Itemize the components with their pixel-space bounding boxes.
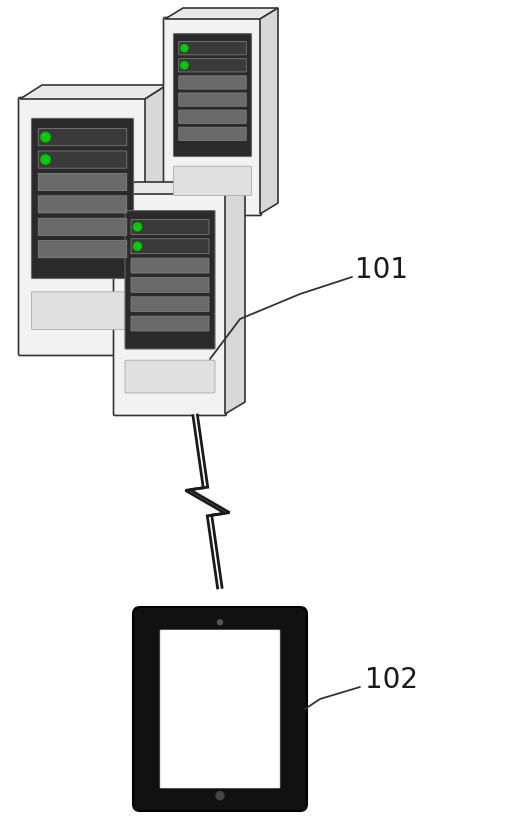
Circle shape xyxy=(41,155,50,165)
FancyBboxPatch shape xyxy=(131,278,209,293)
FancyBboxPatch shape xyxy=(38,174,127,191)
FancyBboxPatch shape xyxy=(133,607,307,811)
FancyBboxPatch shape xyxy=(31,119,133,280)
Circle shape xyxy=(133,223,141,232)
FancyBboxPatch shape xyxy=(179,128,246,141)
FancyBboxPatch shape xyxy=(131,220,209,235)
FancyBboxPatch shape xyxy=(125,361,215,394)
FancyBboxPatch shape xyxy=(31,293,133,330)
Text: 101: 101 xyxy=(355,256,408,284)
FancyBboxPatch shape xyxy=(125,212,215,350)
FancyBboxPatch shape xyxy=(131,259,209,274)
FancyBboxPatch shape xyxy=(38,219,127,236)
Circle shape xyxy=(218,620,222,625)
FancyBboxPatch shape xyxy=(19,98,147,356)
Polygon shape xyxy=(225,183,245,414)
Text: 102: 102 xyxy=(365,665,418,693)
Polygon shape xyxy=(20,86,167,100)
FancyBboxPatch shape xyxy=(164,18,261,216)
Polygon shape xyxy=(185,414,229,590)
FancyBboxPatch shape xyxy=(114,194,227,416)
Polygon shape xyxy=(115,183,245,195)
FancyBboxPatch shape xyxy=(179,42,246,55)
FancyBboxPatch shape xyxy=(179,60,246,73)
FancyBboxPatch shape xyxy=(174,35,252,157)
Polygon shape xyxy=(145,86,167,355)
Circle shape xyxy=(216,791,224,800)
FancyBboxPatch shape xyxy=(131,298,209,313)
FancyBboxPatch shape xyxy=(38,152,127,169)
FancyBboxPatch shape xyxy=(179,111,246,124)
FancyBboxPatch shape xyxy=(174,167,252,196)
Polygon shape xyxy=(260,9,278,215)
FancyBboxPatch shape xyxy=(131,240,209,255)
FancyBboxPatch shape xyxy=(38,241,127,259)
Circle shape xyxy=(133,243,141,251)
FancyBboxPatch shape xyxy=(160,630,280,788)
FancyBboxPatch shape xyxy=(131,317,209,332)
Circle shape xyxy=(181,45,188,53)
FancyBboxPatch shape xyxy=(38,130,127,146)
FancyBboxPatch shape xyxy=(179,77,246,90)
FancyBboxPatch shape xyxy=(179,93,246,107)
Circle shape xyxy=(41,133,50,142)
Polygon shape xyxy=(165,9,278,20)
Circle shape xyxy=(181,63,188,69)
FancyBboxPatch shape xyxy=(38,197,127,213)
